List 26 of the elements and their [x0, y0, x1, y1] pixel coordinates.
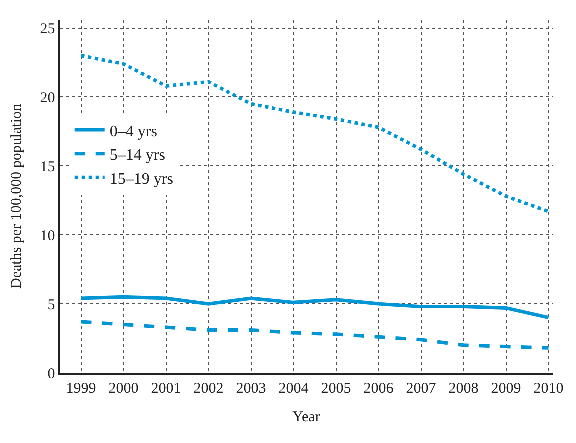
x-tick-label: 2007 — [406, 380, 437, 397]
y-axis-title: Deaths per 100,000 population — [9, 104, 25, 289]
x-tick-label: 2006 — [364, 380, 394, 397]
y-tick-label: 0 — [48, 366, 56, 382]
x-tick-label: 1999 — [66, 380, 96, 397]
legend-label: 0–4 yrs — [110, 123, 158, 140]
y-tick-label: 10 — [40, 228, 56, 244]
y-tick-label: 20 — [40, 90, 56, 106]
x-tick-label: 2004 — [278, 380, 310, 397]
line-series — [80, 54, 550, 214]
line-series — [80, 320, 550, 350]
x-tick-label: 2009 — [491, 380, 522, 397]
legend-label: 5–14 yrs — [110, 147, 166, 164]
y-tick-label: 15 — [40, 159, 56, 176]
x-tick-label: 2010 — [534, 380, 564, 397]
line-series — [80, 295, 550, 320]
x-tick-label: 2000 — [108, 380, 139, 397]
x-tick-label: 2002 — [194, 380, 224, 397]
x-tick-label: 2008 — [448, 380, 479, 397]
x-tick-label: 2001 — [151, 380, 182, 397]
legend-label: 15–19 yrs — [110, 170, 174, 188]
y-tick-label: 25 — [40, 22, 56, 38]
x-axis-title: Year — [292, 409, 320, 426]
x-tick-label: 2003 — [236, 380, 266, 397]
x-tick-label: 2005 — [321, 380, 352, 397]
y-tick-label: 5 — [48, 297, 56, 314]
